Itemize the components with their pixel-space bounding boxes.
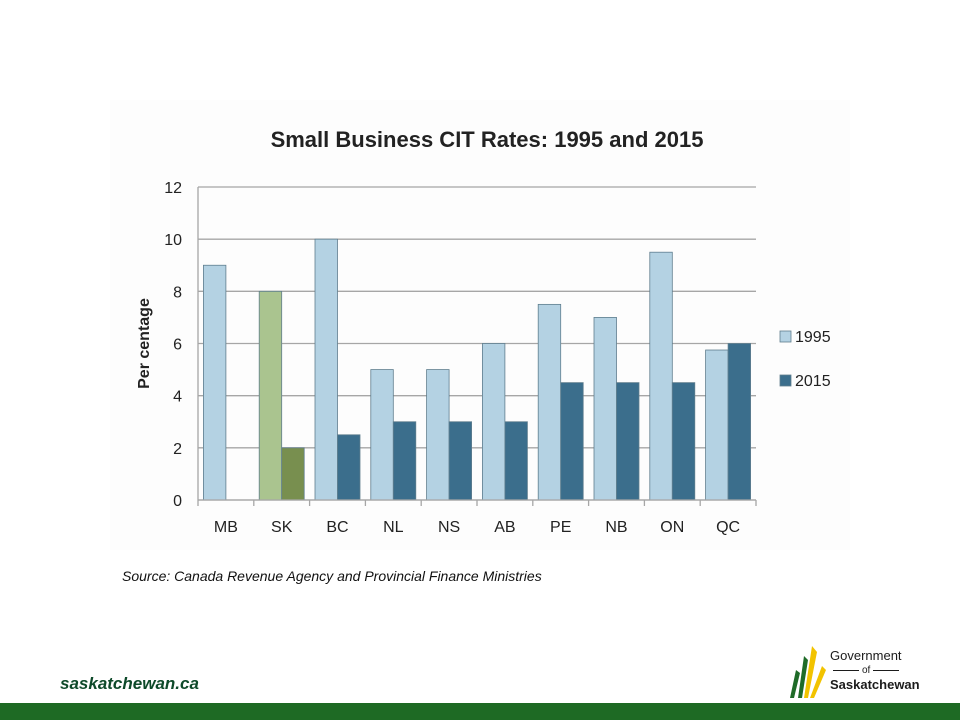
site-url[interactable]: saskatchewan.ca [60, 674, 199, 693]
bar-1995-AB [481, 343, 506, 501]
bar-1995-NL [370, 369, 394, 501]
y-tick-label: 4 [173, 389, 182, 406]
bar-1995-SK [258, 290, 283, 501]
legend-label-2015: 2015 [795, 373, 831, 390]
chart-panel: Small Business CIT Rates: 1995 and 2015 0… [110, 100, 850, 550]
y-axis-label: Per centage [136, 298, 153, 389]
x-tick-label: AB [494, 519, 515, 536]
legend-swatch-2015 [779, 374, 792, 387]
legend-label-1995: 1995 [795, 329, 831, 346]
bar-2015-BC [337, 434, 361, 501]
x-tick-label: MB [214, 519, 238, 536]
logo-of-line: of [830, 665, 902, 676]
x-tick-label: NS [438, 519, 460, 536]
bar-2015-NL [392, 421, 417, 501]
y-tick-label: 0 [173, 493, 182, 510]
chart-title: Small Business CIT Rates: 1995 and 2015 [271, 127, 704, 152]
source-note: Source: Canada Revenue Agency and Provin… [122, 568, 542, 584]
x-tick-label: BC [326, 519, 348, 536]
bar-2015-SK [281, 447, 305, 501]
logo-of-text: of [862, 665, 871, 676]
bar-chart: Small Business CIT Rates: 1995 and 2015 0… [136, 127, 831, 536]
x-tick-label: SK [271, 519, 293, 536]
bar-1995-MB [203, 264, 227, 501]
y-tick-label: 12 [164, 180, 182, 197]
y-tick-label: 6 [173, 337, 182, 354]
x-tick-label: PE [550, 519, 571, 536]
bar-1995-NS [426, 369, 450, 501]
bar-1995-BC [314, 238, 338, 501]
bar-2015-AB [504, 421, 528, 501]
bar-1995-ON [649, 251, 673, 501]
government-logo: Government of Saskatchewan [786, 640, 926, 702]
bar-1995-NB [593, 317, 617, 501]
footer-bar [0, 703, 960, 720]
bar-2015-PE [560, 382, 584, 501]
logo-government-text: Government [830, 648, 902, 663]
y-tick-label: 10 [164, 232, 182, 249]
x-tick-label: ON [660, 519, 684, 536]
x-tick-label: NL [383, 519, 404, 536]
wheat-sheaf-icon [790, 646, 826, 698]
y-tick-label: 8 [173, 284, 182, 301]
y-tick-label: 2 [173, 441, 182, 458]
bar-2015-NS [448, 421, 473, 501]
x-tick-label: NB [605, 519, 627, 536]
bar-1995-PE [537, 303, 562, 501]
bar-1995-QC [705, 349, 729, 501]
bar-2015-NB [616, 382, 640, 501]
logo-saskatchewan-text: Saskatchewan [830, 677, 920, 692]
x-tick-label: QC [716, 519, 740, 536]
bar-2015-QC [727, 343, 751, 501]
legend-swatch-1995 [779, 330, 792, 343]
bar-2015-ON [671, 382, 696, 501]
